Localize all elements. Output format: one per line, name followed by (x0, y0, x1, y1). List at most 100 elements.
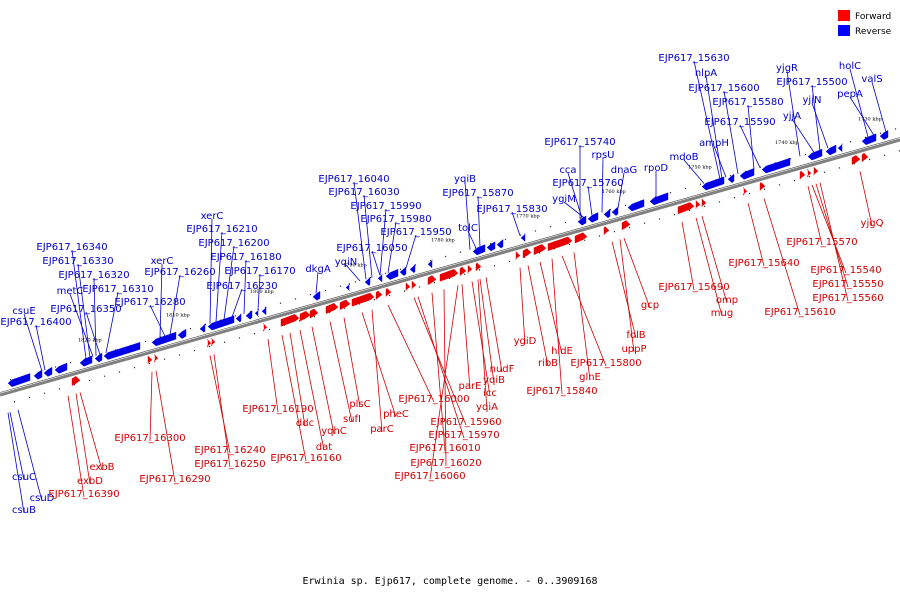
scale-tick (354, 281, 357, 283)
reverse-gene-label: yjgR (776, 63, 798, 74)
reverse-gene-arrow (385, 268, 399, 280)
reverse-gene-label: EJP617_15580 (712, 97, 783, 108)
reverse-gene-arrow (861, 133, 877, 145)
forward-gene-label: EJP617_15970 (428, 430, 499, 441)
leader-line (105, 291, 119, 354)
reverse-gene-label: EJP617_16040 (318, 174, 389, 185)
forward-gene-label: EJP617_16300 (114, 433, 185, 444)
reverse-gene-label: EJP617_16180 (210, 252, 281, 263)
scale-tick (564, 221, 567, 224)
reverse-gene-label: EJP617_16330 (42, 256, 113, 267)
scale-tick (418, 286, 421, 288)
reverse-gene-arrow (739, 168, 755, 180)
forward-gene-arrow (339, 299, 351, 310)
forward-gene-label: pheC (383, 409, 409, 420)
legend-label: Forward (855, 12, 891, 22)
leader-line (209, 218, 213, 324)
leader-line (289, 332, 306, 427)
leader-line (431, 292, 446, 452)
forward-gene-label: glnE (579, 372, 601, 383)
leader-line (85, 311, 101, 355)
reverse-gene-arrow (427, 259, 433, 269)
forward-gene-label: EJP617_16010 (409, 443, 480, 454)
scale-tick (163, 358, 166, 360)
scale-tick (148, 362, 151, 365)
reverse-gene-label: EJP617_15870 (442, 188, 513, 199)
scale-tick (478, 269, 481, 271)
reverse-gene-label: EJP617_15980 (360, 214, 431, 225)
scale-tick (279, 302, 282, 304)
reverse-gene-label: csuD (30, 493, 55, 504)
reverse-gene-label: holC (839, 61, 861, 72)
scale-tick (388, 294, 391, 297)
leader-line (413, 297, 467, 426)
reverse-gene-label: EJP617_16350 (50, 304, 121, 315)
scale-tick (643, 222, 646, 224)
scale-tick (868, 158, 871, 161)
reverse-gene-arrow (151, 331, 177, 347)
leader-line (417, 296, 465, 439)
leader-line (477, 195, 481, 248)
leader-line (819, 182, 849, 302)
forward-gene-arrow (574, 232, 588, 244)
reverse-gene-arrow (364, 276, 371, 286)
scale-tick (373, 298, 376, 301)
scale-tick (879, 132, 882, 134)
scale-tick (849, 140, 852, 143)
reverse-gene-label: EJP617_16400 (0, 317, 71, 328)
leader-line (371, 250, 381, 276)
scale-tick (313, 315, 316, 318)
forward-gene-arrow (759, 181, 766, 192)
leader-line (695, 217, 723, 317)
leader-line (871, 81, 887, 133)
reverse-gene-arrow (79, 355, 93, 367)
forward-gene-label: folB (626, 330, 645, 341)
scale-tick (234, 315, 237, 317)
reverse-gene-label: EJP617_16200 (198, 238, 269, 249)
forward-gene-arrow (677, 202, 695, 215)
scale-tick (9, 378, 12, 381)
reverse-gene-label: rpoD (644, 163, 669, 174)
leader-line (299, 329, 325, 451)
forward-gene-arrow (806, 169, 812, 178)
scale-tick (808, 175, 811, 178)
scale-tick (669, 191, 672, 194)
leader-line (567, 172, 583, 219)
reverse-gene-label: ygiM (552, 194, 576, 205)
forward-gene-label: sufI (343, 414, 361, 425)
leader-line (149, 304, 166, 337)
reverse-gene-arrow (103, 342, 141, 360)
leader-line (71, 249, 87, 359)
leader-line (159, 263, 163, 338)
reverse-gene-label: metC (57, 286, 84, 297)
reverse-gene-arrow (627, 199, 645, 212)
reverse-gene-arrow (496, 239, 504, 249)
forward-gene-label: ddc (296, 418, 314, 429)
reverse-gene-arrow (261, 306, 267, 316)
forward-gene-label: EJP617_15640 (728, 258, 799, 269)
leader-line (573, 252, 591, 381)
leader-line (464, 181, 471, 250)
leader-line (791, 118, 815, 153)
scale-tick (238, 337, 241, 339)
scale-tick (699, 183, 702, 185)
reverse-gene-label: yjiN (803, 95, 822, 106)
backbone-line (0, 138, 900, 397)
reverse-gene-arrow (807, 148, 823, 161)
leader-line (683, 159, 705, 184)
leader-line (149, 371, 153, 442)
forward-gene-label: EJP617_15560 (812, 293, 883, 304)
forward-gene-label: EJP617_15690 (658, 282, 729, 293)
reverse-gene-label: EJP617_16310 (82, 284, 153, 295)
scale-tick (504, 238, 507, 241)
scale-tick (733, 196, 736, 199)
forward-gene-arrow (309, 308, 319, 319)
forward-gene-arrow (851, 155, 861, 165)
leader-line (519, 267, 526, 345)
scale-tick (703, 205, 706, 207)
scale-tick (658, 218, 661, 220)
reverse-gene-label: tolC (458, 223, 478, 234)
forward-gene-label: EJP617_16290 (139, 474, 210, 485)
scale-tick (268, 328, 271, 331)
leader-line (387, 304, 435, 403)
